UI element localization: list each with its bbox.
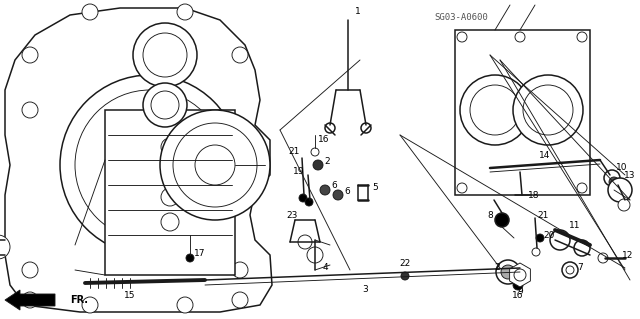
Circle shape xyxy=(577,183,587,193)
Text: FR.: FR. xyxy=(70,295,88,305)
Circle shape xyxy=(22,292,38,308)
Circle shape xyxy=(22,262,38,278)
Circle shape xyxy=(161,138,179,156)
Circle shape xyxy=(523,85,573,135)
Circle shape xyxy=(470,85,520,135)
Circle shape xyxy=(195,145,235,185)
Circle shape xyxy=(75,90,225,240)
Circle shape xyxy=(550,230,570,250)
Circle shape xyxy=(514,269,526,281)
Polygon shape xyxy=(5,290,55,310)
Text: 6: 6 xyxy=(331,182,337,190)
Text: 23: 23 xyxy=(286,211,298,219)
Circle shape xyxy=(22,47,38,63)
Circle shape xyxy=(608,178,632,202)
Circle shape xyxy=(577,32,587,42)
Circle shape xyxy=(177,4,193,20)
Text: 3: 3 xyxy=(362,286,368,294)
Circle shape xyxy=(60,75,240,255)
Circle shape xyxy=(609,177,619,187)
Text: SG03-A0600: SG03-A0600 xyxy=(434,13,488,22)
Polygon shape xyxy=(509,263,531,287)
Circle shape xyxy=(325,123,335,133)
Circle shape xyxy=(161,163,179,181)
Text: 2: 2 xyxy=(494,263,500,272)
Circle shape xyxy=(574,240,590,256)
Circle shape xyxy=(496,260,520,284)
Circle shape xyxy=(177,297,193,313)
Text: 20: 20 xyxy=(543,231,555,240)
Polygon shape xyxy=(5,8,272,312)
Text: 4: 4 xyxy=(322,263,328,271)
Text: 8: 8 xyxy=(487,211,493,219)
Text: 22: 22 xyxy=(399,258,411,268)
Circle shape xyxy=(0,235,10,259)
Circle shape xyxy=(133,23,197,87)
Text: 21: 21 xyxy=(288,147,300,157)
Text: 12: 12 xyxy=(622,250,634,259)
Circle shape xyxy=(457,183,467,193)
Circle shape xyxy=(495,213,509,227)
Circle shape xyxy=(501,265,515,279)
Text: 13: 13 xyxy=(624,170,636,180)
Bar xyxy=(455,30,590,195)
Circle shape xyxy=(333,190,343,200)
Text: 17: 17 xyxy=(195,249,205,257)
Text: 9: 9 xyxy=(517,287,523,296)
Circle shape xyxy=(604,170,620,186)
Circle shape xyxy=(232,47,248,63)
Text: 5: 5 xyxy=(372,182,378,191)
Text: 16: 16 xyxy=(512,292,524,300)
Circle shape xyxy=(161,213,179,231)
Circle shape xyxy=(298,235,312,249)
Circle shape xyxy=(143,33,187,77)
Circle shape xyxy=(457,32,467,42)
Circle shape xyxy=(515,32,525,42)
Circle shape xyxy=(320,185,330,195)
Circle shape xyxy=(82,297,98,313)
Text: 7: 7 xyxy=(577,263,583,271)
Circle shape xyxy=(460,75,530,145)
Circle shape xyxy=(313,160,323,170)
Text: 18: 18 xyxy=(528,190,540,199)
Circle shape xyxy=(186,254,194,262)
Circle shape xyxy=(618,199,630,211)
Text: 10: 10 xyxy=(616,164,628,173)
Circle shape xyxy=(232,292,248,308)
Text: 21: 21 xyxy=(538,211,548,219)
Text: 6: 6 xyxy=(344,187,350,196)
Circle shape xyxy=(305,198,313,206)
Text: 15: 15 xyxy=(124,291,136,300)
Circle shape xyxy=(311,148,319,156)
Circle shape xyxy=(562,262,578,278)
Text: 11: 11 xyxy=(569,220,580,229)
Circle shape xyxy=(513,75,583,145)
Circle shape xyxy=(401,272,409,280)
Text: 16: 16 xyxy=(318,136,330,145)
Text: 19: 19 xyxy=(293,167,305,176)
Circle shape xyxy=(299,194,307,202)
Circle shape xyxy=(82,4,98,20)
Circle shape xyxy=(232,262,248,278)
Circle shape xyxy=(513,280,523,290)
Circle shape xyxy=(161,188,179,206)
Circle shape xyxy=(151,91,179,119)
Circle shape xyxy=(173,123,257,207)
Circle shape xyxy=(307,247,323,263)
Circle shape xyxy=(536,234,544,242)
Circle shape xyxy=(598,253,608,263)
Text: 2: 2 xyxy=(324,158,330,167)
Text: 1: 1 xyxy=(355,8,361,17)
Circle shape xyxy=(160,110,270,220)
Circle shape xyxy=(361,123,371,133)
Text: 14: 14 xyxy=(540,151,550,160)
Circle shape xyxy=(566,266,574,274)
Circle shape xyxy=(143,83,187,127)
Bar xyxy=(105,110,235,275)
Circle shape xyxy=(22,102,38,118)
Circle shape xyxy=(532,248,540,256)
